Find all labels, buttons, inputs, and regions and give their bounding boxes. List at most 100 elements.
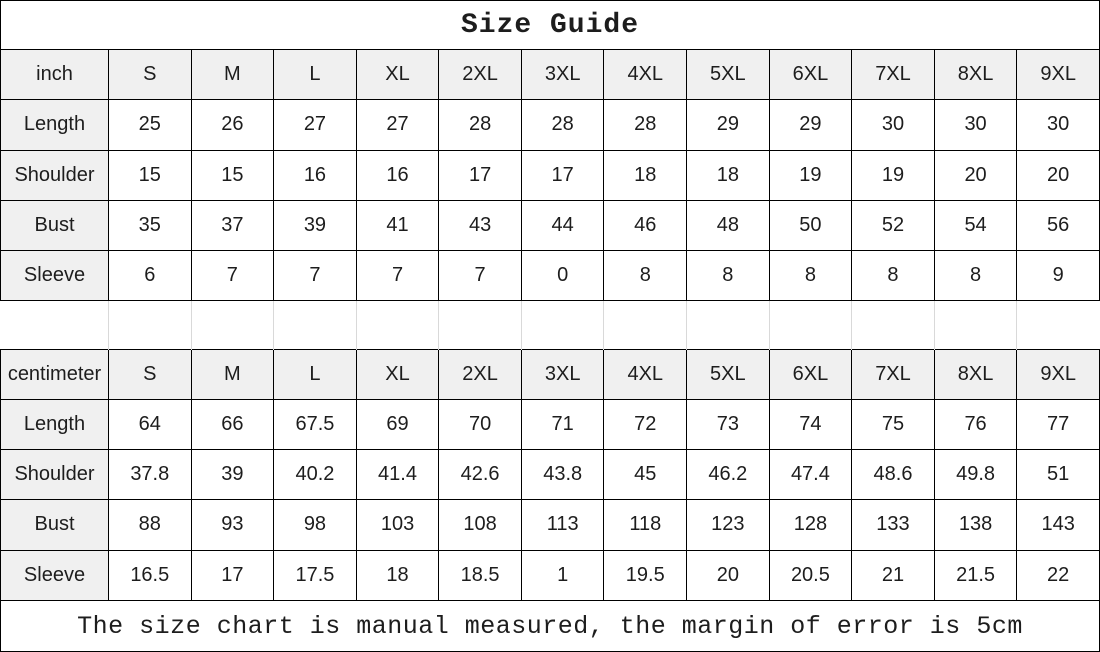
value-cell: 7: [438, 250, 522, 302]
value-cell: 42.6: [438, 449, 522, 501]
value-cell: 30: [851, 99, 935, 151]
value-cell: 17: [438, 149, 522, 201]
value-cell: 8: [851, 250, 935, 302]
row-label-sleeve: Sleeve: [0, 549, 109, 602]
value-cell: 70: [438, 398, 522, 451]
col-header-8xl: 8XL: [933, 348, 1018, 400]
col-header-xl: XL: [355, 348, 440, 400]
col-header-9xl: 9XL: [1016, 348, 1100, 400]
col-header-l: L: [273, 48, 357, 101]
value-cell: 28: [520, 99, 605, 151]
row-label-length: Length: [0, 398, 109, 451]
spacer-cell: [520, 300, 605, 350]
spacer-cell: [603, 300, 688, 350]
value-cell: 45: [603, 449, 688, 501]
value-cell: 17: [190, 549, 275, 602]
value-cell: 17: [520, 149, 605, 201]
value-cell: 7: [355, 250, 440, 302]
value-cell: 67.5: [273, 398, 357, 451]
value-cell: 16: [355, 149, 440, 201]
col-header-2xl: 2XL: [438, 48, 522, 101]
col-header-5xl: 5XL: [686, 48, 770, 101]
value-cell: 76: [933, 398, 1018, 451]
value-cell: 16: [273, 149, 357, 201]
value-cell: 54: [933, 199, 1018, 252]
value-cell: 46: [603, 199, 688, 252]
value-cell: 7: [273, 250, 357, 302]
footer-note: The size chart is manual measured, the m…: [0, 600, 1100, 652]
col-header-m: M: [190, 48, 275, 101]
footer-row: The size chart is manual measured, the m…: [0, 600, 1100, 652]
spacer-cell: [1016, 300, 1100, 350]
size-table-body: inch S M L XL 2XL 3XL 4XL 5XL 6XL 7XL 8XL 9XL Length 2…: [0, 48, 1100, 602]
value-cell: 43: [438, 199, 522, 252]
value-cell: 20: [933, 149, 1018, 201]
value-cell: 37.8: [108, 449, 192, 501]
table-row-inch-sleeve: Sleeve 6 7 7 7 7 0 8 8 8 8 8 9: [0, 250, 1100, 302]
value-cell: 8: [603, 250, 688, 302]
value-cell: 27: [273, 99, 357, 151]
spacer-cell: [190, 300, 275, 350]
table-row-centimeter-shoulder: Shoulder 37.8 39 40.2 41.4 42.6 43.8 45 46.2 47.4…: [0, 449, 1100, 501]
value-cell: 18: [603, 149, 688, 201]
spacer-cell: [355, 300, 440, 350]
value-cell: 39: [273, 199, 357, 252]
value-cell: 7: [190, 250, 275, 302]
value-cell: 108: [438, 499, 522, 551]
col-header-4xl: 4XL: [603, 348, 688, 400]
value-cell: 28: [438, 99, 522, 151]
col-header-l: L: [273, 348, 357, 400]
value-cell: 22: [1016, 549, 1100, 602]
value-cell: 40.2: [273, 449, 357, 501]
value-cell: 18: [355, 549, 440, 602]
value-cell: 48.6: [851, 449, 935, 501]
value-cell: 69: [355, 398, 440, 451]
col-header-6xl: 6XL: [768, 48, 853, 101]
value-cell: 30: [1016, 99, 1100, 151]
value-cell: 30: [933, 99, 1018, 151]
value-cell: 71: [520, 398, 605, 451]
value-cell: 73: [686, 398, 770, 451]
value-cell: 93: [190, 499, 275, 551]
spacer-cell: [686, 300, 770, 350]
unit-label-centimeter: centimeter: [0, 348, 109, 400]
value-cell: 123: [686, 499, 770, 551]
value-cell: 18.5: [438, 549, 522, 602]
value-cell: 27: [355, 99, 440, 151]
value-cell: 118: [603, 499, 688, 551]
col-header-4xl: 4XL: [603, 48, 688, 101]
value-cell: 113: [520, 499, 605, 551]
value-cell: 133: [851, 499, 935, 551]
value-cell: 26: [190, 99, 275, 151]
table-row-inch-length: Length 25 26 27 27 28 28 28 29 29 30 30 30: [0, 99, 1100, 151]
value-cell: 21.5: [933, 549, 1018, 602]
row-label-length: Length: [0, 99, 109, 151]
col-header-8xl: 8XL: [933, 48, 1018, 101]
table-row-centimeter-bust: Bust 88 93 98 103 108 113 118 123 128 133 138 143: [0, 499, 1100, 551]
value-cell: 15: [108, 149, 192, 201]
col-header-7xl: 7XL: [851, 348, 935, 400]
value-cell: 16.5: [108, 549, 192, 602]
value-cell: 9: [1016, 250, 1100, 302]
value-cell: 19.5: [603, 549, 688, 602]
spacer-cell: [933, 300, 1018, 350]
spacer-cell: [438, 300, 522, 350]
value-cell: 0: [520, 250, 605, 302]
value-cell: 50: [768, 199, 853, 252]
spacer-cell: [108, 300, 192, 350]
value-cell: 8: [933, 250, 1018, 302]
value-cell: 46.2: [686, 449, 770, 501]
value-cell: 98: [273, 499, 357, 551]
table-row-inch-shoulder: Shoulder 15 15 16 16 17 17 18 18 19 19 20 20: [0, 149, 1100, 201]
value-cell: 43.8: [520, 449, 605, 501]
col-header-9xl: 9XL: [1016, 48, 1100, 101]
value-cell: 56: [1016, 199, 1100, 252]
value-cell: 28: [603, 99, 688, 151]
value-cell: 8: [686, 250, 770, 302]
header-row-inch: inch S M L XL 2XL 3XL 4XL 5XL 6XL 7XL 8XL 9XL: [0, 48, 1100, 101]
value-cell: 47.4: [768, 449, 853, 501]
row-label-bust: Bust: [0, 499, 109, 551]
value-cell: 103: [355, 499, 440, 551]
col-header-3xl: 3XL: [520, 348, 605, 400]
value-cell: 20.5: [768, 549, 853, 602]
